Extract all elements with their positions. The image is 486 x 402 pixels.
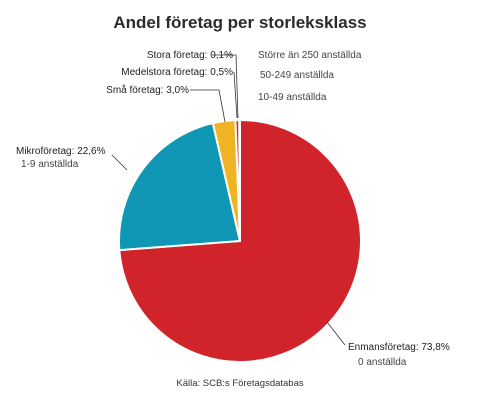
pie-slices [117, 118, 362, 363]
leader-line-enmans [326, 321, 346, 346]
slice-label-stora: Stora företag: 0,1% [147, 50, 233, 61]
slice-sublabel-enmans: 0 anställda [358, 357, 407, 368]
slice-label-sma: Små företag: 3,0% [106, 84, 189, 96]
pie-slice-mikro [117, 121, 242, 252]
leader-line-medelstora [233, 71, 238, 119]
source-note: Källa: SCB:s Företagsdatabas [176, 378, 304, 389]
leader-lines [111, 54, 346, 346]
leader-line-mikro [111, 154, 128, 171]
slice-label-enmans: Enmansföretag: 73,8% [348, 342, 450, 353]
slice-sublabel-sma: 10-49 anställda [258, 92, 327, 103]
leader-line-stora [212, 54, 239, 119]
pie-slice-stora [238, 118, 241, 242]
leader-line-sma [190, 89, 226, 123]
slice-sublabel-stora: Större än 250 anställda [258, 50, 362, 61]
slice-label-medelstora: Medelstora företag: 0,5% [121, 67, 233, 78]
slice-sublabel-medelstora: 50-249 anställda [260, 70, 334, 81]
chart-title: Andel företag per storleksklass [113, 13, 366, 32]
slice-sublabel-mikro: 1-9 anställda [21, 159, 79, 170]
slice-label-mikro: Mikroföretag: 22,6% [16, 146, 106, 157]
